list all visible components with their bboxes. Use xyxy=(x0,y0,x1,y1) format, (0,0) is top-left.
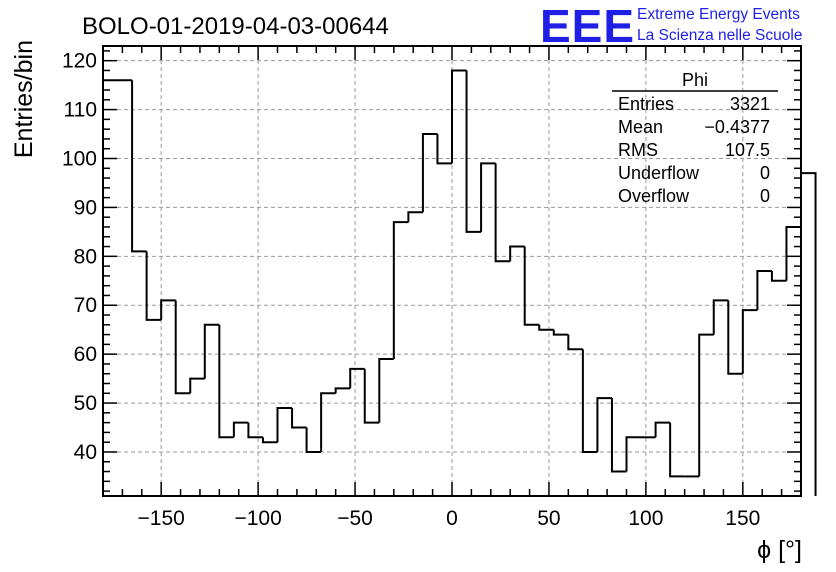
x-tick-label: 150 xyxy=(725,507,760,530)
histogram-bin xyxy=(465,70,482,233)
x-tick-label: −100 xyxy=(234,507,281,530)
stats-entries-value: 3321 xyxy=(730,94,770,114)
axis-ticks xyxy=(102,46,802,496)
histogram-bin xyxy=(407,211,423,223)
stats-overflow-label: Overflow xyxy=(618,186,690,206)
histogram-bin xyxy=(218,324,234,439)
histogram-bin xyxy=(291,407,307,429)
histogram-bin xyxy=(523,246,540,326)
stats-entries-label: Entries xyxy=(618,94,674,114)
histogram-bin xyxy=(320,392,336,452)
x-tick-label: 0 xyxy=(446,507,458,530)
histogram-bin xyxy=(102,79,118,496)
stats-rms-label: RMS xyxy=(618,140,658,160)
histogram-bin xyxy=(494,163,511,263)
histogram-bin xyxy=(436,134,452,165)
histogram-bin xyxy=(261,437,278,444)
histogram-bin xyxy=(276,406,293,443)
histogram-bin xyxy=(131,80,147,253)
eee-logo: EEE Extreme Energy Events La Scienza nel… xyxy=(540,0,802,52)
y-tick-label: 90 xyxy=(74,196,97,219)
y-tick-label: 70 xyxy=(74,294,97,317)
stats-underflow-label: Underflow xyxy=(618,163,700,183)
histogram-bin xyxy=(334,387,351,394)
histogram-bin xyxy=(581,349,598,453)
histogram-bin xyxy=(174,300,191,395)
histogram-bin xyxy=(378,358,394,423)
stats-mean-label: Mean xyxy=(618,117,663,137)
histogram-bins xyxy=(102,69,817,496)
x-tick-label: −150 xyxy=(138,507,185,530)
eee-logo-text: EEE xyxy=(540,0,635,52)
x-axis-label: ϕ [°] xyxy=(757,536,802,564)
histogram-bin xyxy=(741,309,758,374)
stats-overflow-value: 0 xyxy=(760,186,770,206)
histogram-bin xyxy=(669,422,685,478)
histogram-bin xyxy=(203,323,220,379)
y-tick-label: 110 xyxy=(64,99,97,122)
stats-rms-value: 107.5 xyxy=(725,140,770,160)
histogram-bin xyxy=(421,133,438,213)
x-tick-label: −50 xyxy=(337,507,373,530)
histogram-bin xyxy=(727,300,743,375)
stats-mean-value: −0.4377 xyxy=(704,117,770,137)
histogram-bin xyxy=(480,162,496,232)
histogram-bin xyxy=(538,324,554,331)
x-tick-labels: −150 −100 −50 0 50 100 150 xyxy=(138,507,761,530)
histogram-bin xyxy=(567,334,583,351)
y-tick-label: 80 xyxy=(74,245,97,268)
histogram-bin xyxy=(509,245,525,262)
stats-box: Phi Entries 3321 Mean −0.4377 RMS 107.5 … xyxy=(612,70,778,206)
y-tick-label: 120 xyxy=(62,50,97,73)
y-tick-labels: 40 50 60 70 80 90 100 110 120 xyxy=(62,50,97,464)
chart-title: BOLO-01-2019-04-03-00644 xyxy=(82,13,389,40)
y-tick-label: 50 xyxy=(74,392,97,415)
histogram-bin xyxy=(247,422,263,439)
x-tick-label: 100 xyxy=(628,507,663,530)
histogram-bin xyxy=(596,397,612,452)
histogram-bin xyxy=(625,436,642,472)
grid-lines xyxy=(103,46,801,496)
y-tick-label: 40 xyxy=(74,441,97,464)
histogram-bin xyxy=(145,251,162,321)
histogram-bin xyxy=(610,398,627,473)
histogram-bin xyxy=(756,270,772,311)
histogram-bin xyxy=(698,333,714,477)
eee-logo-line1: Extreme Energy Events xyxy=(637,6,800,23)
histogram-bin xyxy=(654,421,671,438)
histogram-bin xyxy=(349,367,365,389)
histogram-bin xyxy=(785,225,801,281)
stats-box-title: Phi xyxy=(682,70,708,90)
x-tick-label: 50 xyxy=(537,507,560,530)
histogram-bin xyxy=(392,221,409,360)
histogram-bin xyxy=(451,69,467,164)
histogram-bin xyxy=(160,299,176,320)
histogram-bin xyxy=(189,377,205,394)
histogram-bin xyxy=(232,421,249,438)
y-tick-label: 60 xyxy=(74,343,97,366)
histogram-bin xyxy=(800,172,817,496)
histogram-bin xyxy=(305,427,322,453)
histogram-bin xyxy=(770,271,787,282)
stats-underflow-value: 0 xyxy=(760,163,770,183)
y-axis-label: Entries/bin xyxy=(10,40,38,158)
histogram-bin xyxy=(712,299,729,335)
histogram-bin xyxy=(552,329,569,336)
y-tick-label: 100 xyxy=(62,148,97,171)
histogram-bin xyxy=(363,368,380,424)
eee-logo-line2: La Scienza nelle Scuole xyxy=(637,27,802,44)
